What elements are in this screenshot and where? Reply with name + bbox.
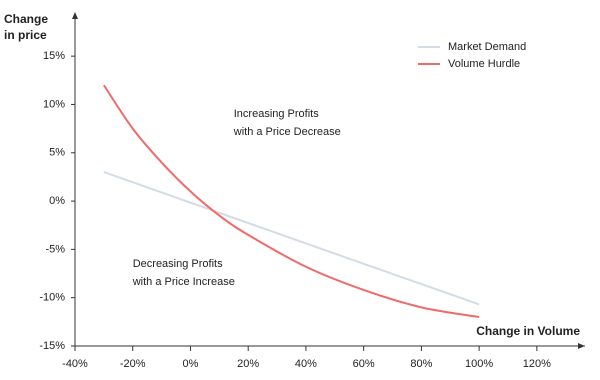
x-axis-arrow bbox=[578, 343, 585, 349]
legend-label: Volume Hurdle bbox=[448, 58, 520, 70]
legend-label: Market Demand bbox=[448, 41, 526, 53]
x-tick-label: -20% bbox=[120, 358, 146, 370]
line bbox=[103, 84, 480, 319]
y-axis-arrow bbox=[72, 12, 78, 19]
line bbox=[103, 171, 480, 306]
x-tick-label: 100% bbox=[465, 358, 493, 370]
y-tick-label: 5% bbox=[49, 147, 65, 159]
y-tick-label: -15% bbox=[39, 340, 65, 352]
x-tick-label: 0% bbox=[183, 358, 199, 370]
y-axis-label: in price bbox=[4, 28, 47, 42]
annotation: with a Price Decrease bbox=[233, 126, 341, 138]
y-tick-label: -10% bbox=[39, 292, 65, 304]
annotation: with a Price Increase bbox=[132, 276, 235, 288]
y-tick-label: 10% bbox=[43, 98, 65, 110]
x-tick-label: -40% bbox=[62, 358, 88, 370]
x-tick-label: 80% bbox=[410, 358, 432, 370]
y-tick-label: -5% bbox=[45, 243, 65, 255]
annotation: Increasing Profits bbox=[234, 108, 319, 120]
annotation: Decreasing Profits bbox=[133, 258, 223, 270]
x-axis-label: Change in Volume bbox=[476, 324, 580, 338]
x-tick-label: 40% bbox=[295, 358, 317, 370]
x-tick-label: 60% bbox=[353, 358, 375, 370]
x-tick-label: 120% bbox=[523, 358, 551, 370]
y-tick-label: 15% bbox=[43, 50, 65, 62]
x-tick-label: 20% bbox=[237, 358, 259, 370]
y-tick-label: 0% bbox=[49, 195, 65, 207]
y-axis-label: Change bbox=[4, 12, 48, 26]
